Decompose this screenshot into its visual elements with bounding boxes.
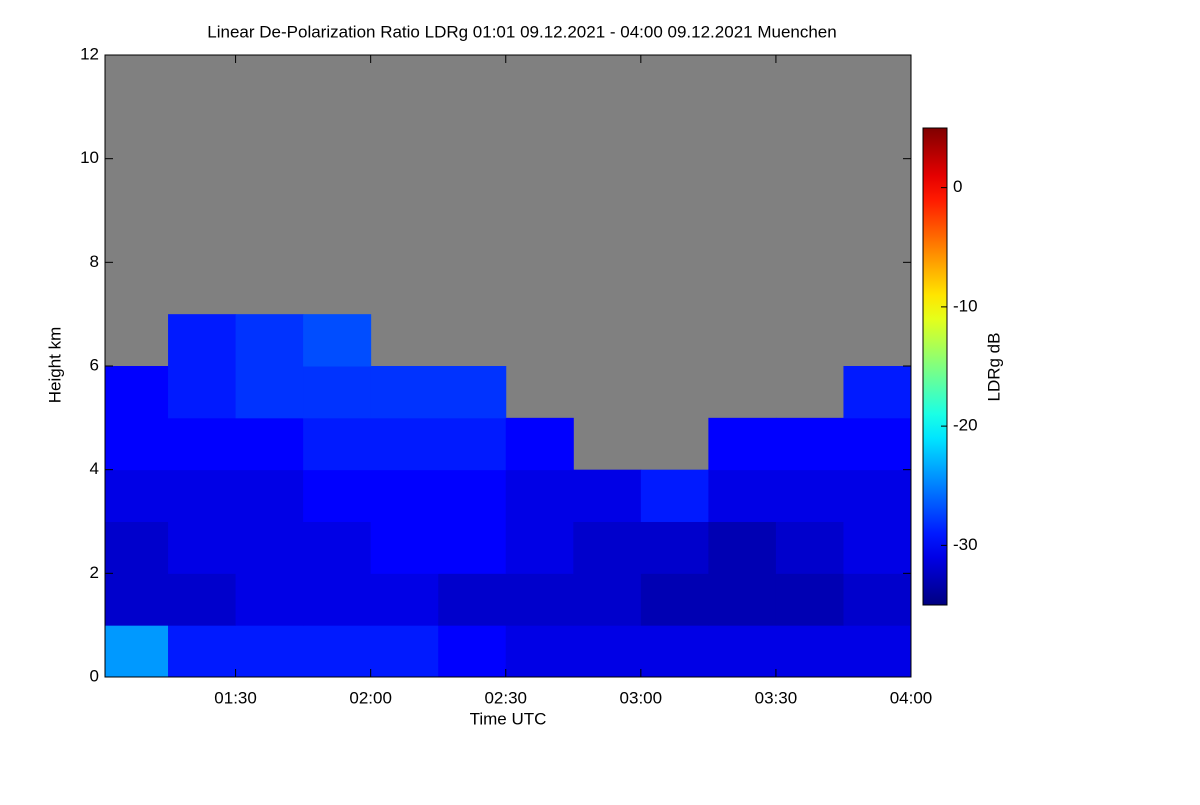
y-tick-label: 0 <box>90 666 99 685</box>
y-tick-label: 10 <box>80 148 99 167</box>
heatmap-cell <box>235 314 304 367</box>
heatmap-cell <box>438 366 507 419</box>
x-axis-label: Time UTC <box>470 709 547 728</box>
heatmap-cell <box>168 314 237 367</box>
heatmap-cell <box>438 573 507 626</box>
y-tick-label: 4 <box>90 459 99 478</box>
colorbar-tick-label: 0 <box>953 177 962 196</box>
colorbar-tick-label: -30 <box>953 535 978 554</box>
heatmap-cell <box>573 521 642 574</box>
heatmap-cell <box>370 417 439 471</box>
heatmap-cell <box>370 469 439 522</box>
heatmap-cell <box>708 625 777 678</box>
colorbar-label: LDRg dB <box>984 333 1003 402</box>
heatmap-cell <box>303 469 372 522</box>
heatmap-cell <box>505 521 574 574</box>
x-tick-label: 02:30 <box>484 688 527 707</box>
heatmap-cell <box>370 366 439 419</box>
heatmap-cell <box>573 625 642 678</box>
heatmap-cell <box>573 469 642 522</box>
heatmap-cell <box>168 521 237 574</box>
x-tick-label: 02:00 <box>349 688 392 707</box>
heatmap-cell <box>168 573 237 626</box>
heatmap-cell <box>370 521 439 574</box>
heatmap-cell <box>235 366 304 419</box>
heatmap-cell <box>708 417 777 471</box>
heatmap-cell <box>235 521 304 574</box>
heatmap-cell <box>168 417 237 471</box>
heatmap-cell <box>105 521 169 574</box>
y-tick-label: 8 <box>90 252 99 271</box>
y-tick-label: 2 <box>90 563 99 582</box>
heatmap-cell <box>105 625 169 678</box>
colorbar <box>922 127 948 606</box>
y-axis-label: Height km <box>45 327 64 404</box>
heatmap-cell <box>303 625 372 678</box>
heatmap-cell <box>775 625 844 678</box>
heatmap-cell <box>235 625 304 678</box>
heatmap-cell <box>168 469 237 522</box>
heatmap-cell <box>843 625 912 678</box>
heatmap-cell <box>168 625 237 678</box>
heatmap-cell <box>438 625 507 678</box>
heatmap-cell <box>105 573 169 626</box>
heatmap-cell <box>775 469 844 522</box>
heatmap-cell <box>235 573 304 626</box>
heatmap-cell <box>505 417 574 471</box>
heatmap-cell <box>708 521 777 574</box>
heatmap-cell <box>303 314 372 367</box>
heatmap-cell <box>303 366 372 419</box>
heatmap-cell <box>640 573 709 626</box>
heatmap-cell <box>303 417 372 471</box>
heatmap-cell <box>640 469 709 522</box>
heatmap-cell <box>843 573 912 626</box>
heatmap-cell <box>505 469 574 522</box>
heatmap-cell <box>843 366 912 419</box>
heatmap-cell <box>303 521 372 574</box>
heatmap-cell <box>573 573 642 626</box>
colorbar-tick-label: -10 <box>953 296 978 315</box>
heatmap-cell <box>370 625 439 678</box>
heatmap-cell <box>370 573 439 626</box>
heatmap-cell <box>438 521 507 574</box>
colorbar-tick-label: -20 <box>953 416 978 435</box>
heatmap-cell <box>105 366 169 419</box>
heatmap-cell <box>775 521 844 574</box>
heatmap-cell <box>640 625 709 678</box>
heatmap-cell <box>775 417 844 471</box>
x-tick-label: 04:00 <box>890 688 933 707</box>
heatmap-cell <box>505 573 574 626</box>
heatmap-cell <box>708 573 777 626</box>
heatmap-cell <box>505 625 574 678</box>
heatmap-cell <box>640 521 709 574</box>
heatmap-cell <box>775 573 844 626</box>
heatmap-cell <box>105 417 169 471</box>
y-tick-label: 12 <box>80 44 99 63</box>
heatmap-cell <box>843 417 912 471</box>
heatmap-cell <box>235 417 304 471</box>
heatmap-cell <box>105 469 169 522</box>
heatmap-cell <box>235 469 304 522</box>
heatmap-cell <box>168 366 237 419</box>
chart-title: Linear De-Polarization Ratio LDRg 01:01 … <box>207 22 836 41</box>
x-tick-label: 03:00 <box>620 688 663 707</box>
heatmap-cell <box>843 469 912 522</box>
heatmap-cell <box>708 469 777 522</box>
heatmap-cell <box>843 521 912 574</box>
heatmap-cell <box>438 469 507 522</box>
heatmap-cell <box>438 417 507 471</box>
x-tick-label: 01:30 <box>214 688 257 707</box>
heatmap-cell <box>303 573 372 626</box>
y-tick-label: 6 <box>90 355 99 374</box>
x-tick-label: 03:30 <box>755 688 798 707</box>
